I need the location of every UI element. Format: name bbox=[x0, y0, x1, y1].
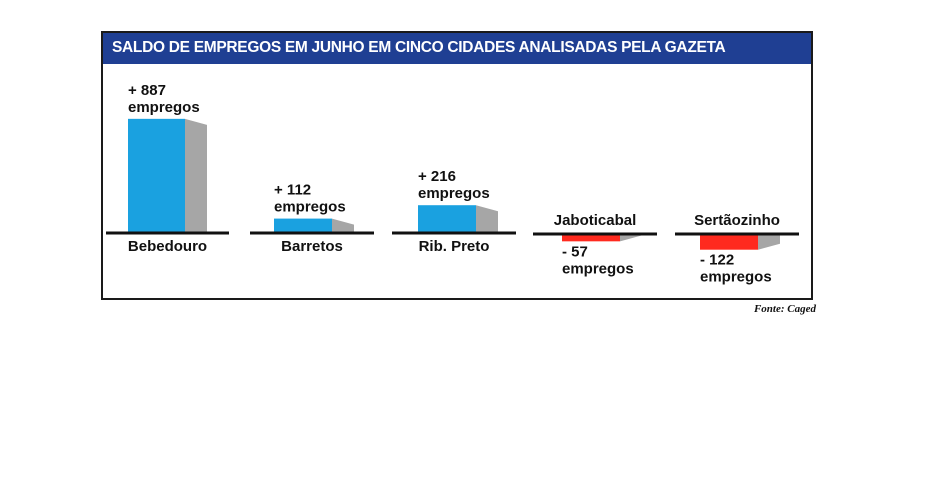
category-label: Bebedouro bbox=[128, 238, 207, 255]
bar bbox=[418, 205, 476, 233]
data-label-unit: empregos bbox=[128, 99, 200, 116]
data-label: - 122 bbox=[700, 252, 734, 269]
data-label-unit: empregos bbox=[700, 269, 772, 286]
bar bbox=[562, 234, 620, 242]
category-label: Barretos bbox=[281, 238, 343, 255]
bar bbox=[274, 218, 332, 233]
category-label: Rib. Preto bbox=[419, 238, 490, 255]
bar bbox=[128, 118, 185, 233]
baseline bbox=[392, 231, 516, 235]
data-label-unit: empregos bbox=[274, 199, 346, 216]
baseline bbox=[533, 232, 657, 236]
bar-side bbox=[332, 218, 354, 233]
source-note: Fonte: Caged bbox=[753, 303, 816, 315]
category-label: Sertãozinho bbox=[694, 212, 780, 229]
category-label: Jaboticabal bbox=[554, 212, 637, 229]
bar-side bbox=[185, 118, 207, 233]
data-label: + 216 bbox=[418, 168, 456, 185]
data-label: - 57 bbox=[562, 243, 588, 260]
baseline bbox=[250, 231, 374, 235]
bar-side bbox=[620, 234, 642, 242]
bar-side bbox=[758, 234, 780, 250]
chart-frame: SALDO DE EMPREGOS EM JUNHO EM CINCO CIDA… bbox=[101, 31, 813, 300]
baseline bbox=[106, 231, 229, 235]
bar bbox=[700, 234, 758, 250]
data-label-unit: empregos bbox=[418, 185, 490, 202]
bar-side bbox=[476, 205, 498, 233]
baseline bbox=[675, 232, 799, 236]
data-label: + 887 bbox=[128, 82, 166, 99]
data-label-unit: empregos bbox=[562, 260, 634, 277]
data-label: + 112 bbox=[274, 182, 311, 199]
chart-title: SALDO DE EMPREGOS EM JUNHO EM CINCO CIDA… bbox=[103, 33, 811, 64]
